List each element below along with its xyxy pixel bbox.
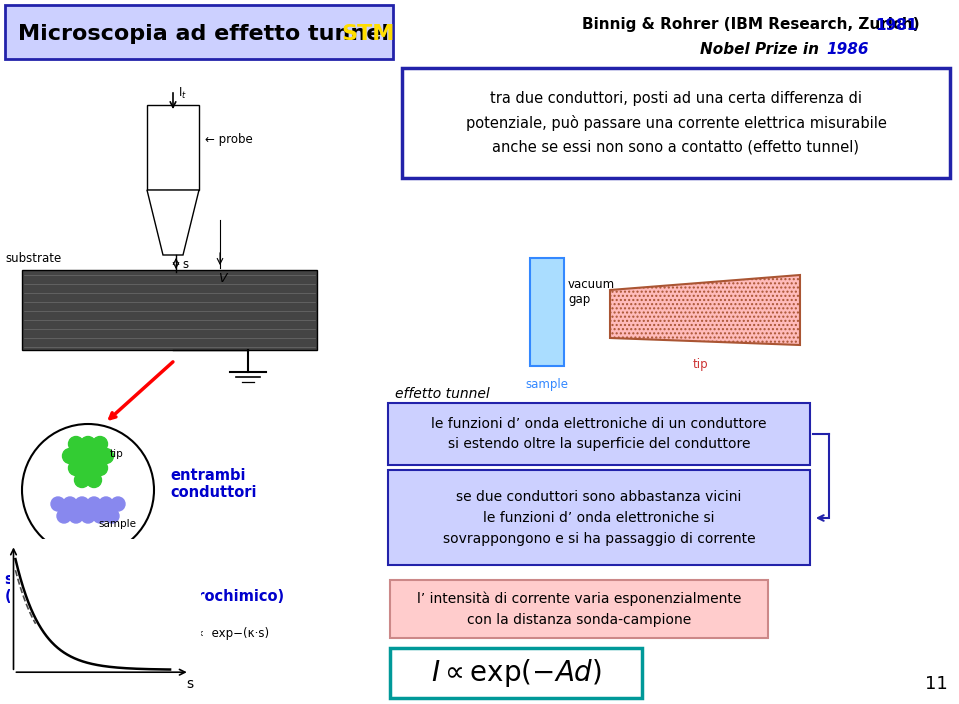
Text: 1986: 1986 [826,42,869,58]
Text: STM: STM [341,24,394,44]
Text: vacuum
gap: vacuum gap [568,278,615,306]
Circle shape [75,472,89,487]
Text: TUNNELING
CURRENT: TUNNELING CURRENT [98,578,178,606]
Circle shape [105,509,119,523]
Polygon shape [147,190,199,255]
Circle shape [75,448,89,463]
Bar [147,105,199,190]
Circle shape [86,448,102,463]
Text: sample: sample [98,519,136,529]
Text: I$_t$: I$_t$ [178,86,187,101]
Circle shape [57,509,71,523]
Circle shape [81,460,96,475]
FancyBboxPatch shape [530,258,564,366]
Text: Microscopia ad effetto tunnel: Microscopia ad effetto tunnel [18,24,397,44]
Circle shape [81,509,95,523]
Text: Binnig & Rohrer (IBM Research, Zurich): Binnig & Rohrer (IBM Research, Zurich) [582,18,924,32]
Text: 1981: 1981 [876,18,918,32]
Circle shape [92,436,107,451]
Text: entrambi
conduttori: entrambi conduttori [170,468,256,501]
Circle shape [75,497,89,511]
Circle shape [63,497,77,511]
Circle shape [86,472,102,487]
Circle shape [111,497,125,511]
Text: le funzioni d’ onda elettroniche di un conduttore
si estendo oltre la superficie: le funzioni d’ onda elettroniche di un c… [432,417,767,451]
Circle shape [68,460,83,475]
Text: se due conduttori sono abbastanza vicini
le funzioni d’ onda elettroniche si
sov: se due conduttori sono abbastanza vicini… [443,491,756,546]
FancyBboxPatch shape [5,5,393,59]
Circle shape [87,497,101,511]
FancyBboxPatch shape [390,648,642,698]
Circle shape [62,448,78,463]
Text: sample: sample [526,378,569,391]
Text: sonde in W, Au, Pt, Ir…
(da EBD o etching elettrochimico): sonde in W, Au, Pt, Ir… (da EBD o etchin… [5,572,284,605]
Circle shape [51,497,65,511]
Text: 11: 11 [925,675,948,693]
Circle shape [93,509,107,523]
Text: ← probe: ← probe [205,134,253,146]
Text: effetto tunnel: effetto tunnel [395,387,490,401]
FancyBboxPatch shape [390,580,768,638]
Text: tra due conduttori, posti ad una certa differenza di
potenziale, può passare una: tra due conduttori, posti ad una certa d… [465,92,886,155]
Circle shape [92,460,107,475]
Text: l’ intensità di corrente varia esponenzialmente
con la distanza sonda-campione: l’ intensità di corrente varia esponenzi… [417,591,741,627]
FancyBboxPatch shape [388,403,810,465]
Text: $I \propto \exp(-Ad)$: $I \propto \exp(-Ad)$ [431,657,601,689]
Text: f (s)  ∝  exp−(κ·s): f (s) ∝ exp−(κ·s) [165,627,269,641]
FancyBboxPatch shape [402,68,950,178]
Text: s: s [182,258,188,270]
Bar [22,270,317,350]
FancyBboxPatch shape [388,470,810,565]
Text: s: s [186,677,193,691]
Circle shape [69,509,83,523]
Circle shape [68,436,83,451]
Circle shape [81,436,96,451]
Circle shape [99,448,113,463]
Text: tip: tip [110,449,124,459]
Text: V: V [218,272,226,284]
Circle shape [22,424,154,556]
Polygon shape [610,275,800,345]
Text: Nobel Prize in: Nobel Prize in [700,42,824,58]
Text: tip: tip [692,358,708,371]
Text: substrate: substrate [5,251,61,265]
Circle shape [99,497,113,511]
